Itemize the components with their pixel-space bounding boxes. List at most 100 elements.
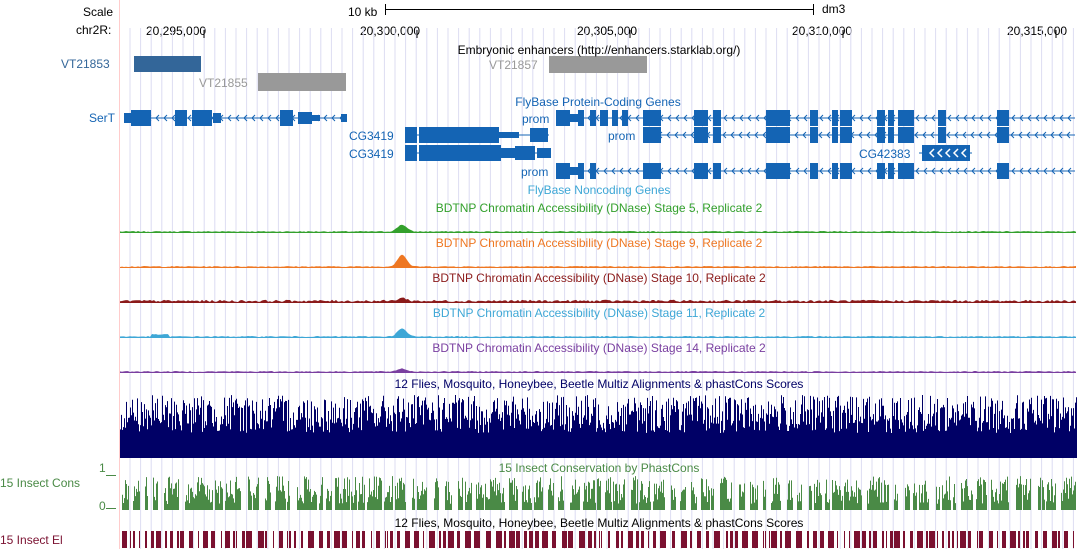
phastcons-left-label[interactable]: 15 Insect Cons bbox=[0, 476, 81, 490]
phastcons-title: 15 Insect Conservation by PhastCons bbox=[498, 461, 700, 475]
enhancer-vt21853[interactable] bbox=[134, 56, 201, 72]
conserved-element bbox=[327, 531, 330, 548]
conserved-element bbox=[165, 531, 167, 548]
gene-label-prom[interactable]: prom bbox=[522, 112, 550, 126]
conserved-element bbox=[177, 531, 179, 548]
conserved-element bbox=[869, 531, 871, 548]
conserved-element bbox=[390, 531, 393, 548]
conserved-element bbox=[1043, 531, 1047, 548]
conserved-element bbox=[496, 531, 502, 548]
gene-label-cg3419[interactable]: CG3419 bbox=[349, 147, 394, 161]
conserved-element bbox=[448, 531, 454, 548]
conserved-element bbox=[690, 531, 692, 548]
scale-bar-label: 10 kb bbox=[348, 5, 378, 19]
gene-cg42383[interactable] bbox=[919, 145, 972, 161]
conserved-element bbox=[145, 531, 147, 548]
dnase-stage11-title: BDTNP Chromatin Accessibility (DNase) St… bbox=[432, 306, 766, 320]
conserved-element bbox=[894, 531, 900, 548]
conserved-element bbox=[289, 531, 291, 548]
conserved-element bbox=[405, 531, 410, 548]
conserved-element bbox=[439, 531, 441, 548]
conserved-element bbox=[653, 531, 656, 548]
chrom-label: chr2R: bbox=[76, 23, 112, 37]
gene-cg3419-1[interactable] bbox=[405, 127, 549, 143]
elements-left-label[interactable]: 15 Insect El bbox=[0, 533, 63, 547]
phastcons-signal bbox=[106, 475, 1076, 510]
conserved-element bbox=[882, 531, 884, 548]
conserved-element bbox=[308, 531, 314, 548]
conserved-element bbox=[929, 531, 935, 548]
conserved-element bbox=[294, 531, 296, 548]
gene-models bbox=[124, 110, 1075, 179]
gene-sert[interactable] bbox=[124, 110, 347, 126]
conserved-element bbox=[385, 531, 386, 548]
gene-cg3419-2[interactable] bbox=[405, 145, 551, 161]
gene-prom-1[interactable] bbox=[556, 110, 1075, 126]
conserved-element bbox=[942, 531, 944, 548]
conserved-element bbox=[769, 531, 770, 548]
conserved-element bbox=[873, 531, 877, 548]
gene-label-prom[interactable]: prom bbox=[521, 165, 549, 179]
conserved-element bbox=[785, 531, 791, 548]
multiz-signal bbox=[120, 395, 1077, 458]
conserved-element bbox=[198, 531, 199, 548]
gene-label-prom[interactable]: prom bbox=[608, 129, 636, 143]
gene-label-cg3419[interactable]: CG3419 bbox=[349, 129, 394, 143]
enhancer-vt21857[interactable] bbox=[549, 56, 647, 73]
conserved-elements bbox=[122, 531, 1074, 548]
conserved-element bbox=[579, 531, 585, 548]
conserved-element bbox=[828, 531, 834, 548]
conserved-element bbox=[1058, 531, 1060, 548]
conserved-element bbox=[1002, 531, 1006, 548]
dnase-stage14-title: BDTNP Chromatin Accessibility (DNase) St… bbox=[432, 341, 766, 355]
conserved-element bbox=[968, 531, 971, 548]
conserved-element bbox=[977, 531, 978, 548]
conserved-element bbox=[457, 531, 460, 548]
conserved-element bbox=[236, 531, 237, 548]
enhancer-vt21855[interactable] bbox=[258, 73, 346, 91]
conserved-element bbox=[697, 531, 701, 548]
conserved-element bbox=[952, 531, 954, 548]
conserved-element bbox=[356, 531, 360, 548]
flybase-left-label[interactable]: SerT bbox=[89, 111, 116, 125]
dnase-signal bbox=[120, 368, 1076, 373]
signal-tracks bbox=[106, 224, 1077, 548]
dnase-stage5-title: BDTNP Chromatin Accessibility (DNase) St… bbox=[435, 201, 763, 215]
conserved-element bbox=[242, 531, 245, 548]
conserved-element bbox=[203, 531, 208, 548]
gene-prom-3[interactable] bbox=[556, 163, 1075, 179]
gene-label-cg42383[interactable]: CG42383 bbox=[859, 147, 911, 161]
conserved-element bbox=[139, 531, 140, 548]
conserved-element bbox=[465, 531, 471, 548]
conserved-element bbox=[948, 531, 950, 548]
flybase-coding-title: FlyBase Protein-Coding Genes bbox=[515, 95, 681, 109]
conserved-element bbox=[960, 531, 966, 548]
conserved-element bbox=[979, 531, 983, 548]
enhancer-left-label[interactable]: VT21853 bbox=[61, 57, 110, 71]
conserved-element bbox=[1073, 531, 1074, 548]
conserved-element bbox=[509, 531, 515, 548]
conserved-element bbox=[742, 531, 748, 548]
conserved-element bbox=[997, 531, 998, 548]
conserved-element bbox=[414, 531, 419, 548]
conserved-element bbox=[641, 531, 644, 548]
conserved-element bbox=[616, 531, 619, 548]
conserved-element bbox=[568, 531, 573, 548]
conserved-element bbox=[735, 531, 738, 548]
conserved-element bbox=[258, 531, 264, 548]
enhancer-track-title: Embryonic enhancers (http://enhancers.st… bbox=[457, 43, 741, 57]
conserved-element bbox=[752, 531, 758, 548]
dnase-signal bbox=[120, 224, 1076, 233]
conserved-element bbox=[890, 531, 893, 548]
multiz-title: 12 Flies, Mosquito, Honeybee, Beetle Mul… bbox=[394, 377, 804, 391]
conserved-element bbox=[820, 531, 824, 548]
gene-prom-2[interactable] bbox=[643, 127, 1075, 143]
conserved-element bbox=[273, 531, 274, 548]
tick-label: 20,310,000 bbox=[792, 24, 853, 38]
conserved-element bbox=[535, 531, 539, 548]
conserved-element bbox=[423, 531, 424, 548]
conserved-element bbox=[862, 531, 866, 548]
conserved-element bbox=[594, 531, 596, 548]
phastcons-ymax: 1 bbox=[99, 461, 106, 475]
